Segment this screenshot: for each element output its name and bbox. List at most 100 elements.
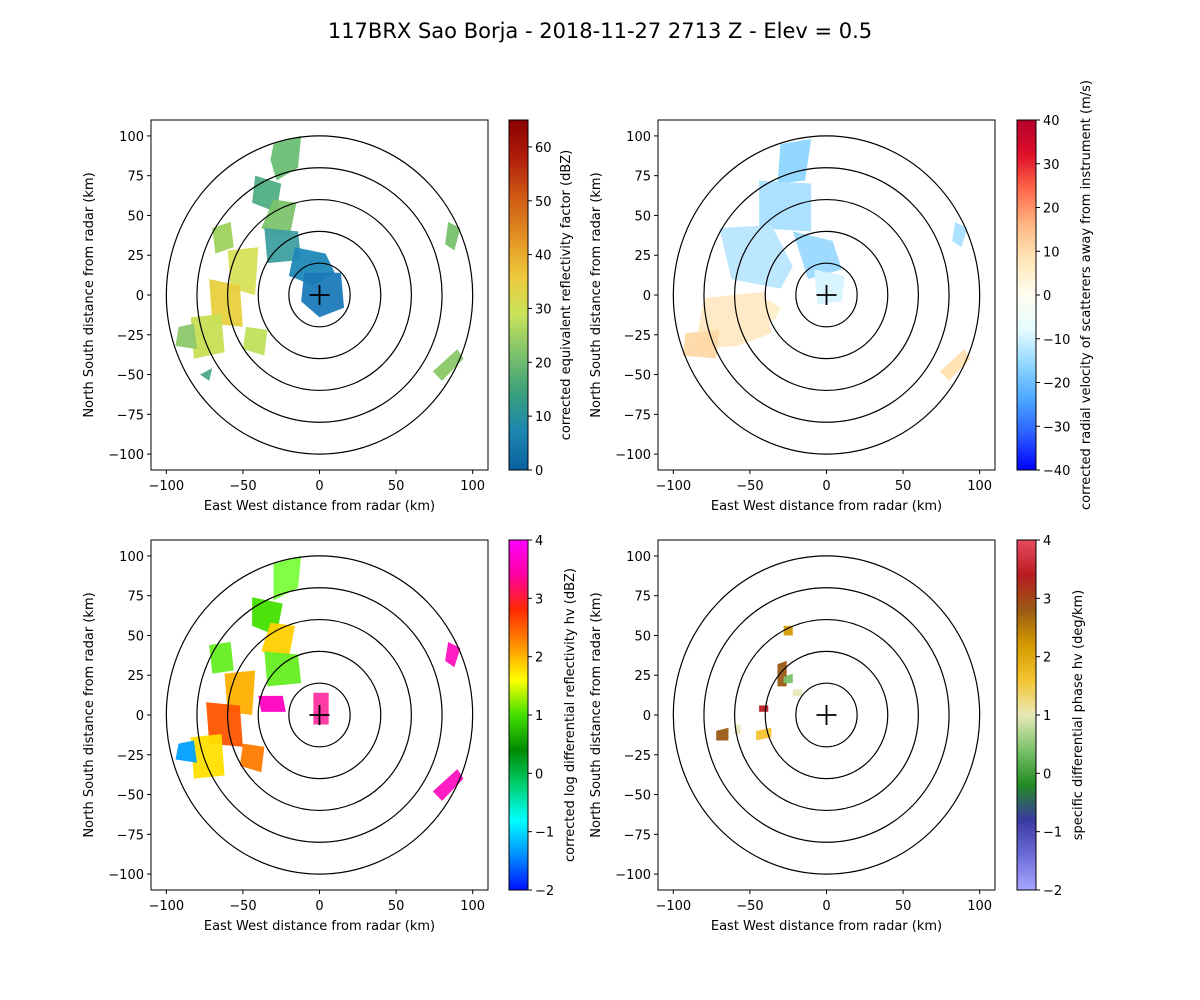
plot-area [672,135,981,455]
y-tick-label: 75 [127,590,144,605]
y-tick-label: −25 [624,329,651,344]
y-tick-label: 0 [643,709,651,724]
x-tick-label: 0 [822,899,830,914]
echo-region [783,625,793,636]
x-axis-label: East West distance from radar (km) [204,919,435,934]
range-ring [703,587,950,843]
echo-region [227,247,259,295]
x-tick-label: −50 [229,479,256,494]
y-tick-label: 75 [634,590,651,605]
colorbar-label: specific differential phase hv (deg/km) [1071,590,1086,840]
x-axis-label: East West distance from radar (km) [204,499,435,514]
echo-region [952,221,968,248]
y-tick-label: −50 [117,789,144,804]
plot-area [165,555,474,875]
colorbar-tick-label: 30 [1043,158,1060,173]
echo-region [432,349,464,381]
range-ring [733,198,920,392]
echo-region [270,135,302,181]
x-tick-label: 50 [895,899,912,914]
colorbar-tick-label: 4 [535,534,543,549]
range-ring [226,198,413,392]
x-tick-label: 100 [967,899,992,914]
x-tick-label: −100 [148,479,184,494]
colorbar-tick-label: −40 [1043,464,1070,479]
range-ring [226,618,413,812]
x-tick-label: −100 [655,899,691,914]
echo-region [759,705,769,712]
colorbar-tick-label: 10 [1043,245,1060,260]
y-tick-label: 100 [119,130,144,145]
y-tick-label: −50 [624,369,651,384]
range-ring [764,230,889,360]
radar-panel-specific_differential_phase: −100 −50 0 50 100 100 75 50 25 0 −25 −50 −75 −100 East… [589,534,1086,934]
echo-region [175,740,197,763]
echo-region [445,641,461,668]
echo-region [777,139,812,184]
radar-panel-differential_reflectivity: −100 −50 0 50 100 100 75 50 25 0 −25 −50 −75 −100 East… [82,534,578,934]
y-tick-label: 25 [634,669,651,684]
range-ring [257,230,382,360]
y-tick-label: −50 [624,789,651,804]
y-tick-label: −75 [624,828,651,843]
colorbar-tick-label: −10 [1043,333,1070,348]
y-tick-label: 25 [127,249,144,264]
radar-panel-velocity: −100 −50 0 50 1001007550250−25−50−75−100East… [589,80,1094,514]
range-ring [795,262,858,328]
y-tick-label: −100 [108,868,144,883]
colorbar-tick-label: 50 [535,195,552,210]
echo-region [814,269,845,305]
echo-region [783,673,793,684]
colorbar-tick-label: 0 [1043,767,1051,782]
y-tick-label: 0 [136,289,144,304]
colorbar [1016,539,1037,891]
y-tick-label: 100 [119,550,144,565]
colorbar-tick-label: 20 [1043,202,1060,217]
colorbar-tick-label: 30 [535,302,552,317]
x-tick-label: 50 [388,899,405,914]
echo-region [716,727,729,741]
radar-panels: −100 −50 0 50 1001007550250−25−50−75−100East… [82,80,1094,934]
echo-region [190,734,225,779]
colorbar-tick-label: 1 [535,709,543,724]
range-ring [764,650,889,780]
echo-region [939,349,971,381]
echo-region [239,743,265,773]
range-ring [288,682,351,748]
echo-region [224,670,256,715]
y-tick-label: 75 [634,170,651,185]
colorbar-tick-label: 4 [1043,534,1051,549]
echo-region [759,180,812,232]
echo-region [432,769,464,801]
y-tick-label: 50 [634,209,651,224]
y-tick-label: 100 [626,550,651,565]
colorbar-label: corrected radial velocity of scatterers … [1079,80,1094,510]
y-tick-label: 25 [127,669,144,684]
colorbar-tick-label: 10 [535,410,552,425]
colorbar-label: corrected equivalent reflectivity factor… [559,150,574,441]
x-tick-label: −100 [655,479,691,494]
range-ring [795,682,858,748]
colorbar-tick-label: 1 [1043,709,1051,724]
range-ring [165,555,474,875]
colorbar-tick-label: −2 [535,884,554,899]
colorbar-tick-label: −1 [535,826,554,841]
range-ring [672,555,981,875]
y-tick-label: 25 [634,249,651,264]
radar-panel-reflectivity: −100 −50 0 50 1001007550250−25−50−75−100East… [82,119,574,514]
x-tick-label: 0 [822,479,830,494]
echo-region [258,695,286,712]
x-tick-label: 100 [460,899,485,914]
echo-region [445,221,461,251]
colorbar-tick-label: 0 [535,464,543,479]
y-tick-label: −75 [117,408,144,423]
echo-region [759,298,781,321]
colorbar [508,119,529,471]
y-axis-label: North South distance from radar (km) [589,172,604,417]
echo-region [264,228,302,264]
x-tick-label: −50 [736,899,763,914]
figure-title: 117BRX Sao Borja - 2018-11-27 2713 Z - E… [328,19,872,43]
echo-region [200,368,213,381]
echo-region [175,323,197,350]
colorbar-tick-label: −2 [1043,884,1062,899]
